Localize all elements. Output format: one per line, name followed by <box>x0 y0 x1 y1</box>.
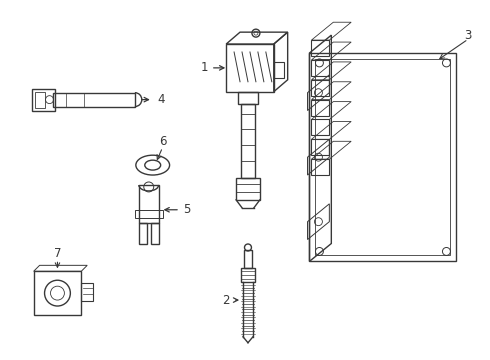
Bar <box>135 210 163 218</box>
Text: 7: 7 <box>54 247 61 260</box>
Bar <box>151 223 159 244</box>
Bar <box>310 53 456 261</box>
Bar <box>238 92 258 104</box>
Bar <box>81 283 93 301</box>
Bar <box>53 93 135 107</box>
Bar <box>34 271 81 315</box>
Text: 1: 1 <box>200 61 224 75</box>
Bar <box>316 59 450 255</box>
Text: 2: 2 <box>222 293 238 307</box>
Bar <box>226 44 274 92</box>
Bar <box>241 268 255 282</box>
Bar <box>241 104 255 178</box>
Text: 3: 3 <box>465 29 472 42</box>
Bar <box>274 62 284 78</box>
Bar <box>139 185 159 223</box>
Text: 6: 6 <box>159 135 167 148</box>
Bar <box>236 178 260 200</box>
Text: 5: 5 <box>165 203 190 216</box>
Bar <box>35 92 45 108</box>
Bar <box>139 223 147 244</box>
Bar <box>244 251 252 268</box>
Text: 4: 4 <box>157 93 165 106</box>
Bar <box>32 89 55 111</box>
